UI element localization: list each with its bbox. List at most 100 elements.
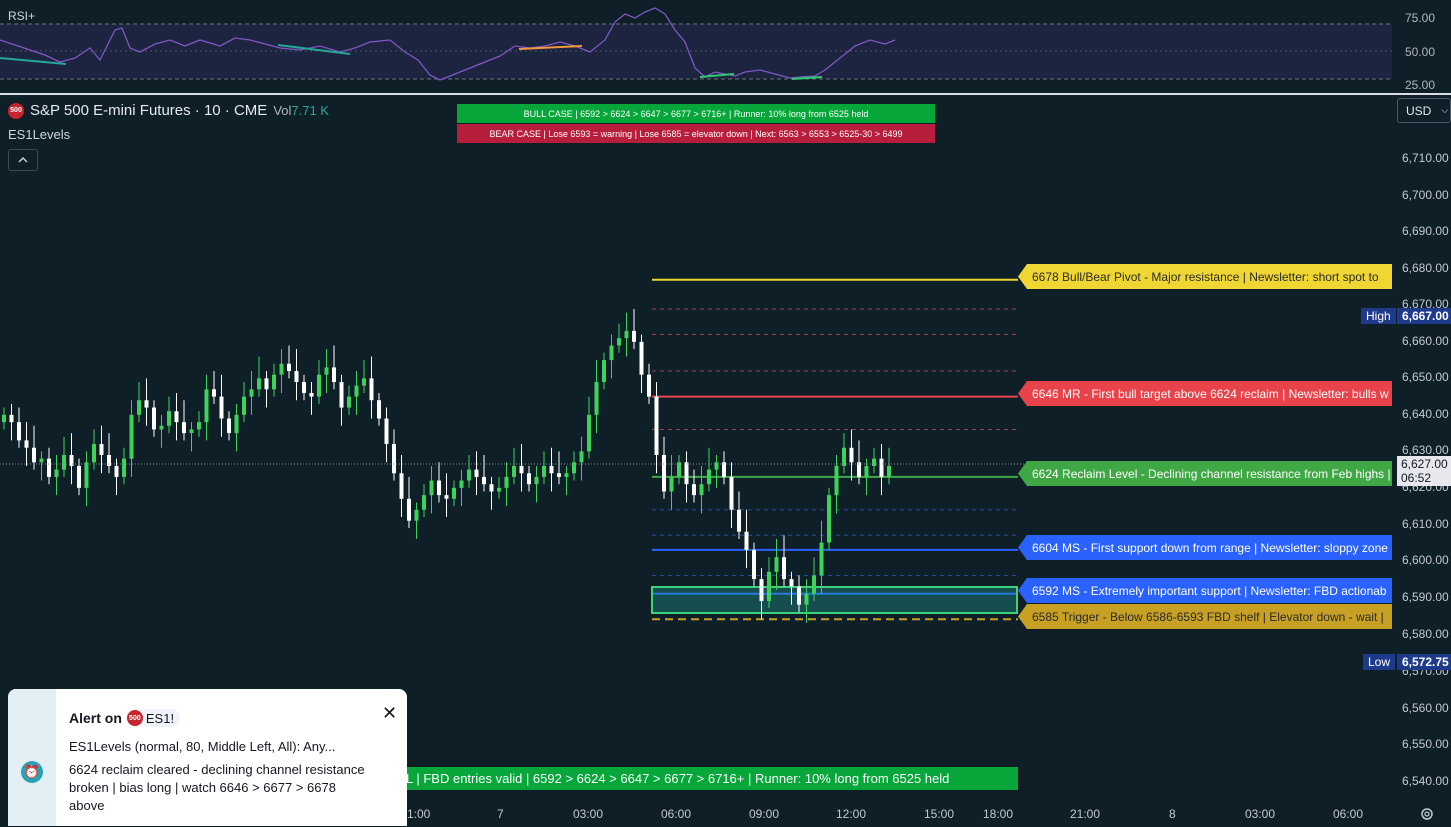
alert-title-text: Alert on — [69, 710, 122, 726]
rsi-divergence-teal-1 — [0, 57, 67, 65]
level-label-6604[interactable]: 6604 MS - First support down from range … — [1018, 535, 1392, 560]
alert-message: 6624 reclaim cleared - declining channel… — [69, 762, 365, 813]
candle-body — [174, 411, 179, 423]
currency-select[interactable]: USD ⌵ — [1397, 98, 1451, 123]
candle-body — [804, 593, 809, 605]
candle-body — [309, 392, 314, 397]
price-tick: 6,680.00 — [1402, 261, 1449, 275]
candle-body — [482, 476, 486, 485]
candle-body — [99, 444, 104, 455]
level-label-6592[interactable]: 6592 MS - Extremely important support | … — [1018, 578, 1392, 603]
candle-body — [144, 400, 149, 408]
candle-body — [684, 462, 689, 485]
candle-body — [557, 473, 561, 477]
candle-body — [872, 458, 876, 466]
price-tick: 6,540.00 — [1402, 774, 1449, 788]
candle-body — [54, 469, 59, 477]
candle-body — [602, 360, 606, 382]
volume-value: 7.71 K — [291, 103, 329, 118]
candle-body — [107, 455, 111, 466]
price-tick: 6,640.00 — [1402, 407, 1449, 421]
candle-body — [219, 396, 224, 419]
time-tick: 03:00 — [1245, 807, 1276, 821]
rsi-divergence-orange — [518, 45, 583, 50]
level-label-6585[interactable]: 6585 Trigger - Below 6586-6593 FBD shelf… — [1018, 604, 1392, 629]
candle-body — [339, 382, 344, 408]
volume-label: Vol — [273, 103, 292, 118]
candle-body — [572, 462, 576, 474]
candle-body — [729, 476, 734, 510]
indicator-name[interactable]: ES1Levels — [8, 127, 71, 142]
candle-body — [452, 487, 456, 499]
candle-body — [137, 400, 141, 415]
rsi-tick-75: 75.00 — [1404, 11, 1435, 25]
pane-divider[interactable] — [0, 93, 1451, 95]
rsi-divergence-teal-2 — [277, 44, 351, 55]
time-tick: 15:00 — [924, 807, 955, 821]
candle-body — [212, 389, 216, 397]
candle-body — [437, 480, 441, 496]
alert-title: Alert on 500 ES1! — [69, 709, 181, 727]
candle-body — [744, 531, 749, 550]
price-tick: 6,710.00 — [1402, 151, 1449, 165]
candle-body — [414, 509, 419, 521]
candle-body — [842, 447, 846, 466]
candle-body — [834, 465, 839, 496]
bull-case-banner: BULL CASE | 6592 > 6624 > 6647 > 6677 > … — [457, 104, 935, 123]
candle-body — [2, 414, 6, 423]
countdown-value: 06:52 — [1401, 471, 1432, 485]
candle-body — [819, 542, 824, 576]
price-tick: 6,700.00 — [1402, 188, 1449, 202]
close-icon[interactable]: ✕ — [382, 703, 398, 723]
candle-body — [639, 341, 644, 375]
candle-body — [47, 458, 51, 477]
candle-body — [789, 579, 794, 587]
candle-body — [767, 571, 771, 601]
price-tick: 6,550.00 — [1402, 737, 1449, 751]
candle-body — [384, 418, 389, 445]
candle-body — [234, 414, 239, 434]
symbol-title[interactable]: S&P 500 E-mini Futures · 10 · CME — [30, 102, 268, 119]
collapse-button[interactable] — [8, 149, 38, 171]
low-label: Low — [1363, 654, 1396, 670]
candle-body — [827, 495, 831, 543]
candle-body — [489, 484, 494, 492]
candle-body — [347, 396, 351, 408]
alert-symbol-chip[interactable]: 500 ES1! — [125, 709, 181, 727]
candle-body — [272, 374, 276, 390]
price-tick: 6,630.00 — [1402, 443, 1449, 457]
candle-body — [504, 476, 509, 488]
low-value: 6,572.75 — [1397, 654, 1451, 670]
alert-notification[interactable]: ⏰ Alert on 500 ES1! ✕ ES1Levels (normal,… — [8, 689, 407, 826]
settings-gear-icon[interactable] — [1419, 806, 1435, 822]
candle-body — [849, 447, 854, 463]
bear-case-banner: BEAR CASE | Lose 6593 = warning | Lose 6… — [457, 124, 935, 143]
alert-symbol: ES1! — [145, 710, 175, 726]
candle-body — [609, 345, 614, 361]
candle-body — [377, 400, 381, 419]
rsi-line — [0, 7, 896, 81]
candle-body — [857, 462, 861, 477]
rsi-pane[interactable]: RSI+ 75.00 50.00 25.00 — [0, 0, 1451, 93]
candle-body — [429, 480, 434, 496]
level-label-6646[interactable]: 6646 MR - First bull target above 6624 r… — [1018, 381, 1392, 406]
price-tick: 6,600.00 — [1402, 553, 1449, 567]
candle-body — [32, 447, 36, 463]
time-tick: 12:00 — [836, 807, 867, 821]
candle-body — [692, 484, 696, 496]
candle-body — [129, 414, 134, 459]
candle-body — [662, 455, 666, 492]
time-tick: 7 — [497, 807, 504, 821]
candle-body — [647, 374, 651, 397]
candle-body — [279, 363, 284, 375]
candle-body — [812, 575, 816, 594]
level-label-6678[interactable]: 6678 Bull/Bear Pivot - Major resistance … — [1018, 264, 1392, 289]
level-label-6624[interactable]: 6624 Reclaim Level - Declining channel r… — [1018, 461, 1392, 486]
candle-body — [24, 440, 29, 448]
time-tick: 03:00 — [573, 807, 604, 821]
price-chart[interactable] — [0, 95, 1392, 795]
symbol-header[interactable]: 500 S&P 500 E-mini Futures · 10 · CME Vo… — [8, 102, 329, 119]
candle-body — [677, 462, 681, 477]
rsi-tick-25: 25.00 — [1404, 78, 1435, 92]
candle-body — [369, 378, 374, 401]
